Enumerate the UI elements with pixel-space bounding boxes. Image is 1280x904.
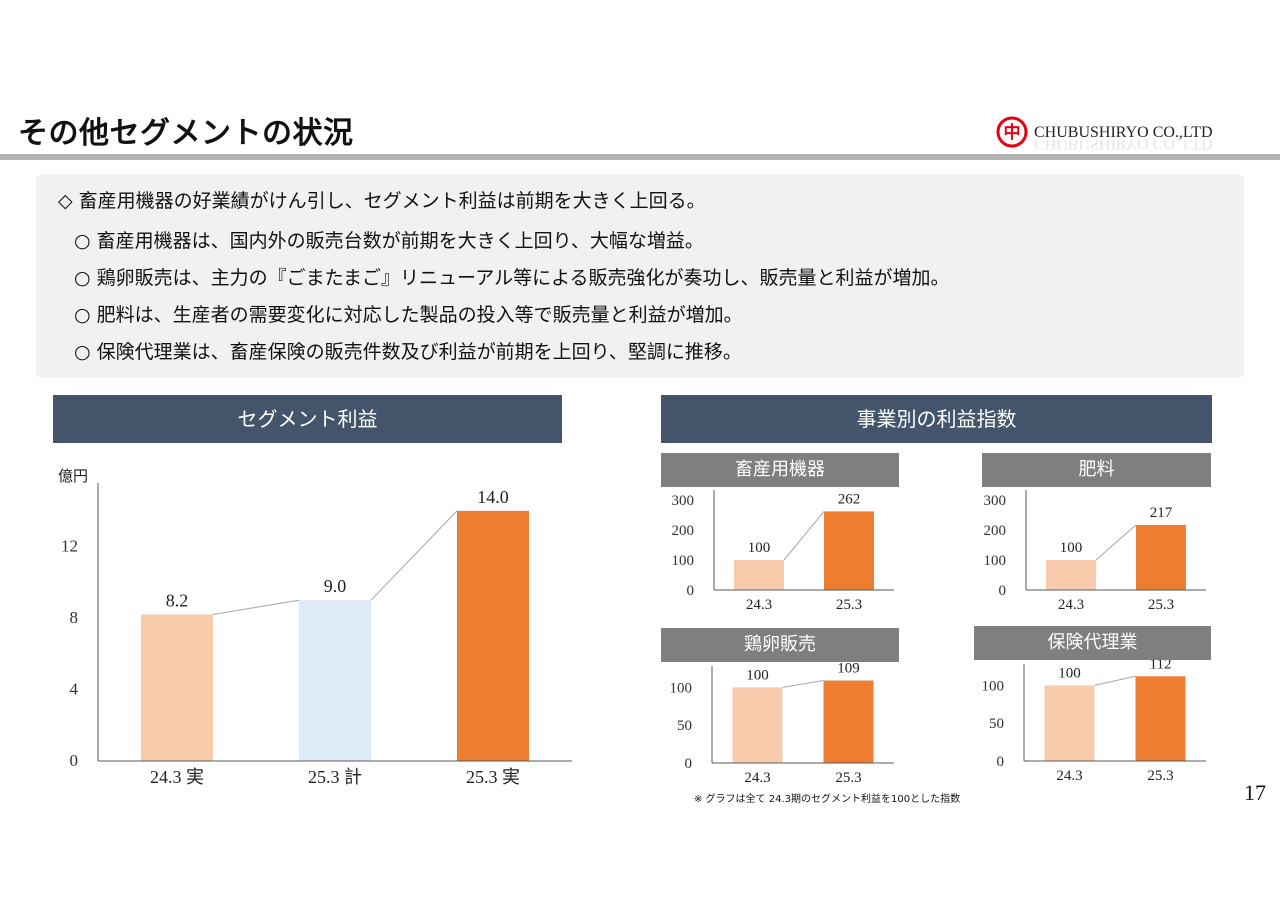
y-tick-label: 0 [997,754,1005,770]
connector-line [783,511,825,561]
y-tick-label: 0 [687,583,695,599]
x-tick-label: 25.3 [835,770,861,786]
y-tick-label: 8 [70,608,79,627]
chart-title-livestock-equipment: 畜産用機器 [661,453,899,487]
chart-title-fertilizer: 肥料 [982,453,1211,487]
y-tick-label: 100 [672,553,695,569]
bar [141,614,213,761]
connector-line [1095,524,1137,561]
y-tick-label: 200 [984,523,1007,539]
x-tick-label: 24.3 [746,597,772,613]
data-label: 14.0 [477,487,509,507]
y-tick-label: 0 [70,751,79,770]
y-tick-label: 50 [677,718,692,734]
x-tick-label: 25.3 [1148,597,1174,613]
insurance-index-chart: 0 50 100 100 24.3 112 25.3 [982,660,1206,784]
company-logo-icon: 中 [996,116,1028,148]
x-tick-label: 25.3 計 [308,767,362,787]
bar [823,680,874,763]
summary-bullet: ○ 肥料は、生産者の需要変化に対応した製品の投入等で販売量と利益が増加。 [74,304,743,326]
y-tick-label: 100 [670,680,693,696]
data-label: 100 [1060,540,1083,556]
y-tick-label: 4 [70,680,79,699]
summary-bullet: ○ 鶏卵販売は、主力の『ごまたまご』リニューアル等による販売強化が奏功し、販売量… [74,267,950,289]
segment-profit-chart: 0 4 8 12 億円 8.2 24.3 実 9.0 25.3 計 14.0 25.3 実 [58,467,572,787]
profit-index-header: 事業別の利益指数 [661,395,1212,443]
bar [734,560,784,590]
bar [1135,676,1186,761]
segment-profit-header: セグメント利益 [53,395,562,443]
egg-sales-index-chart: 0 50 100 100 24.3 109 25.3 [670,662,894,786]
fertilizer-index-chart: 0 100 200 300 100 24.3 217 25.3 [984,490,1206,613]
page-number: 17 [1244,780,1266,805]
bar [1046,560,1096,590]
livestock-equipment-index-chart: 0 100 200 300 100 24.3 262 25.3 [672,490,894,613]
y-tick-label: 0 [999,583,1007,599]
data-label: 217 [1150,505,1173,521]
bar [1136,524,1186,590]
y-tick-label: 50 [989,716,1004,732]
company-name: CHUBUSHIRYO CO.,LTD [1034,124,1213,141]
chart-title-egg-sales: 鶏卵販売 [661,628,899,662]
bar [732,687,783,763]
y-tick-label: 200 [672,523,695,539]
x-tick-label: 25.3 [836,597,862,613]
y-tick-label: 100 [984,553,1007,569]
summary-bullet: ○ 保険代理業は、畜産保険の販売件数及び利益が前期を上回り、堅調に推移。 [74,341,742,363]
x-tick-label: 24.3 実 [150,767,204,787]
y-axis-label: 億円 [58,467,88,485]
data-label: 100 [748,540,771,556]
data-label: 9.0 [324,576,347,596]
connector-line [1094,675,1136,686]
x-tick-label: 24.3 [1058,597,1084,613]
summary-bullet: ○ 畜産用機器は、国内外の販売台数が前期を大きく上回り、大幅な増益。 [74,230,704,252]
x-tick-label: 25.3 [1147,768,1173,784]
data-label: 8.2 [166,590,189,610]
chart-title-insurance: 保険代理業 [974,626,1211,660]
data-label: 112 [1150,660,1172,672]
x-tick-label: 25.3 実 [466,767,520,787]
connector-line [212,599,300,615]
y-tick-label: 300 [672,493,695,509]
summary-headline: ◇ 畜産用機器の好業績がけん引し、セグメント利益は前期を大きく上回る。 [58,190,706,212]
data-label: 262 [838,491,861,507]
page-title: その他セグメントの状況 [18,116,354,151]
connector-line [370,510,458,601]
data-label: 100 [746,667,769,683]
y-tick-label: 0 [685,756,693,772]
logo-glyph: 中 [1004,122,1021,142]
bar [1044,685,1095,761]
x-tick-label: 24.3 [744,770,770,786]
bar [457,510,529,761]
connector-line [782,680,824,688]
y-tick-label: 100 [982,678,1005,694]
footnote: ※ グラフは全て 24.3期のセグメント利益を100とした指数 [694,794,961,805]
summary-box: ◇ 畜産用機器の好業績がけん引し、セグメント利益は前期を大きく上回る。 ○ 畜産… [36,174,1244,378]
data-label: 109 [837,662,860,677]
y-tick-label: 300 [984,493,1007,509]
x-tick-label: 24.3 [1056,768,1082,784]
y-tick-label: 12 [61,537,78,556]
data-label: 100 [1058,665,1081,681]
header-divider [0,154,1280,160]
bar [299,600,371,761]
company-name-reflection: CHUBUSHIRYO CO.,LTD [1034,140,1213,152]
bar [824,511,874,590]
